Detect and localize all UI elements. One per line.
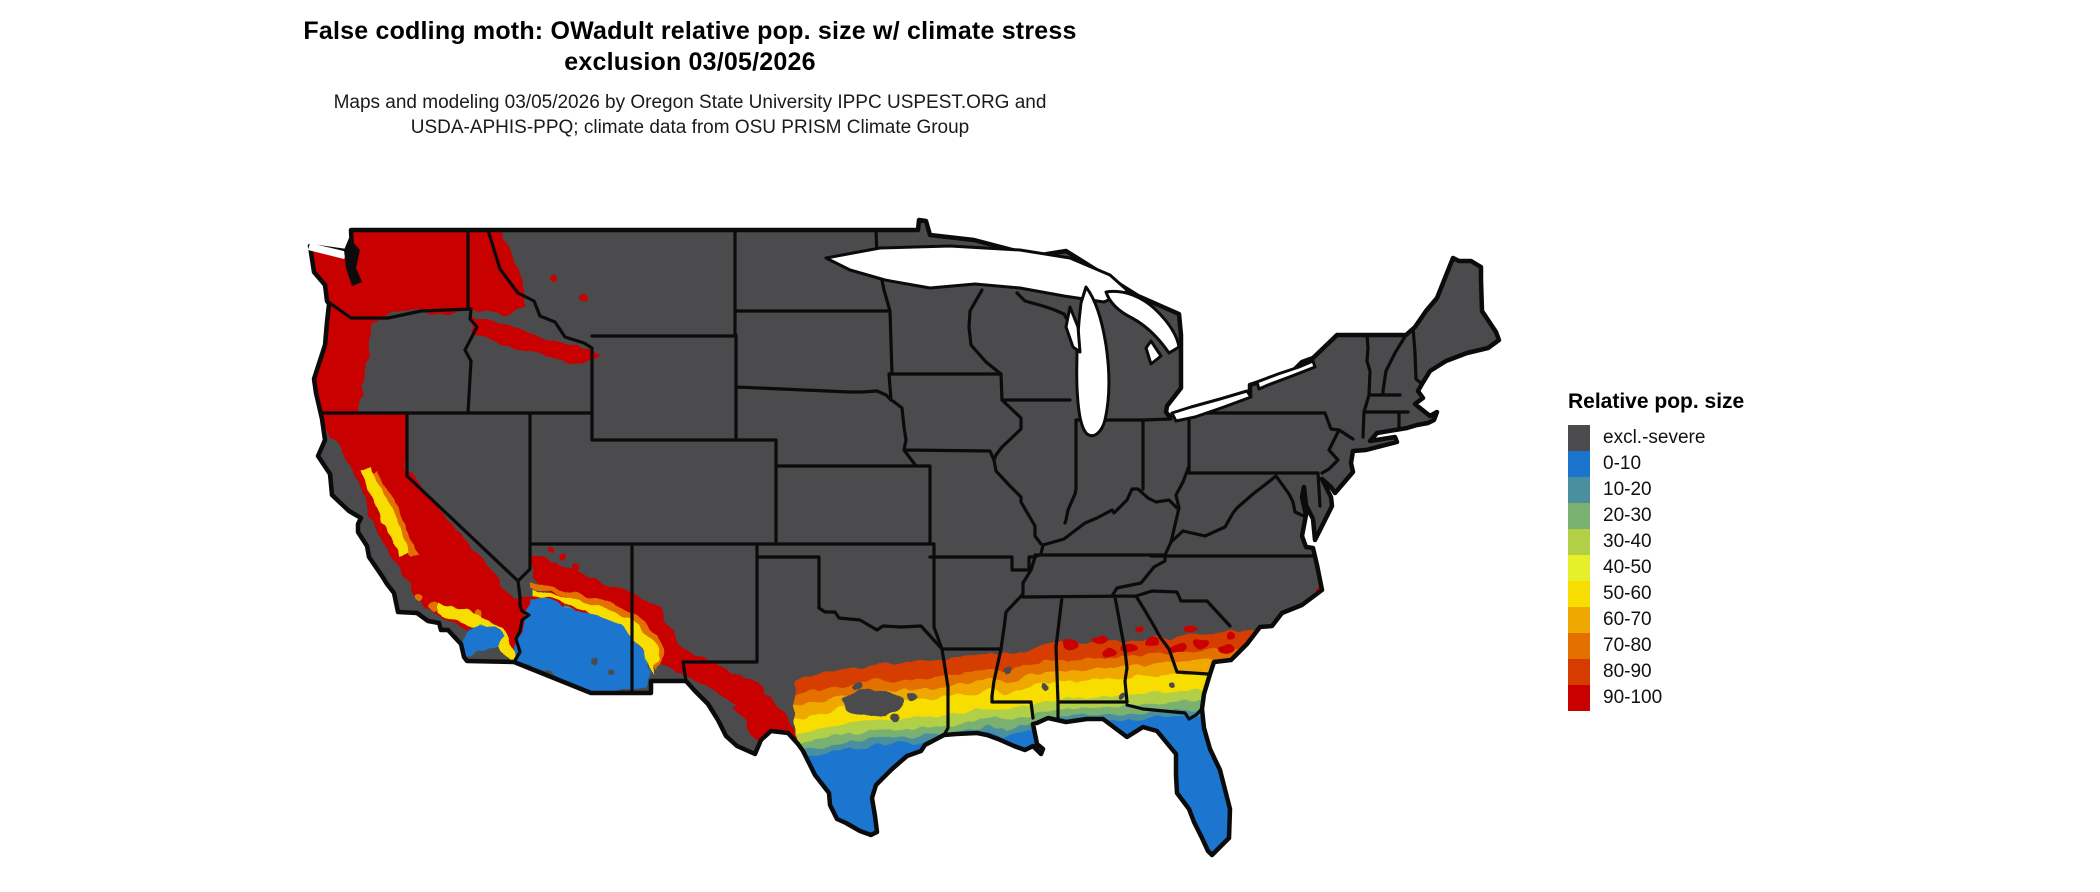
legend-item: 70-80 bbox=[1568, 633, 1898, 659]
map-region-20-30 bbox=[795, 693, 1288, 756]
legend-item: 50-60 bbox=[1568, 581, 1898, 607]
legend-swatch-80-90 bbox=[1568, 659, 1590, 685]
legend-label: 80-90 bbox=[1603, 661, 1652, 682]
title-block: False codling moth: OWadult relative pop… bbox=[0, 16, 1380, 78]
map-title-line1: False codling moth: OWadult relative pop… bbox=[303, 17, 1077, 45]
map-subtitle-line2: USDA-APHIS-PPQ; climate data from OSU PR… bbox=[410, 117, 970, 138]
legend-label: 90-100 bbox=[1603, 687, 1663, 708]
legend-label: 40-50 bbox=[1603, 557, 1652, 578]
map-region-50-60 bbox=[795, 665, 1288, 736]
legend-label: 10-20 bbox=[1603, 479, 1652, 500]
map-subtitle-line1: Maps and modeling 03/05/2026 by Oregon S… bbox=[333, 92, 1047, 113]
lake-huron bbox=[1104, 289, 1181, 355]
legend-item: 20-30 bbox=[1568, 503, 1898, 529]
legend-swatch-10-20 bbox=[1568, 477, 1590, 503]
legend-swatch-30-40 bbox=[1568, 529, 1590, 555]
legend-label: 20-30 bbox=[1603, 505, 1652, 526]
legend-title: Relative pop. size bbox=[1568, 390, 1745, 413]
legend-item: 60-70 bbox=[1568, 607, 1898, 633]
map-region-0-10-west bbox=[410, 597, 650, 693]
lake-ontario bbox=[1255, 359, 1317, 391]
legend-label: excl.-severe bbox=[1603, 427, 1706, 448]
legend-swatch-70-80 bbox=[1568, 633, 1590, 659]
subtitle-block: Maps and modeling 03/05/2026 by Oregon S… bbox=[0, 90, 1380, 140]
legend-item: 10-20 bbox=[1568, 477, 1898, 503]
map-region-30-40 bbox=[795, 682, 1288, 747]
legend-item: 90-100 bbox=[1568, 685, 1898, 711]
legend-item: 0-10 bbox=[1568, 451, 1898, 477]
legend-item: excl.-severe bbox=[1568, 425, 1898, 451]
us-outline bbox=[307, 217, 1502, 858]
lake-michigan bbox=[1075, 285, 1111, 438]
map-region-60-70 bbox=[795, 654, 1288, 720]
map-land bbox=[310, 220, 1499, 855]
lake-erie bbox=[1170, 389, 1253, 423]
legend-swatch-20-30 bbox=[1568, 503, 1590, 529]
map-title-line2: exclusion 03/05/2026 bbox=[564, 48, 816, 76]
legend-label: 30-40 bbox=[1603, 531, 1652, 552]
legend-label: 60-70 bbox=[1603, 609, 1652, 630]
legend-item: 30-40 bbox=[1568, 529, 1898, 555]
map-region-70-80 bbox=[795, 643, 1288, 709]
puget-sound bbox=[308, 238, 362, 286]
state-borders bbox=[314, 228, 1424, 737]
legend-swatch-50-60 bbox=[1568, 581, 1590, 607]
green-bay bbox=[1064, 305, 1082, 354]
legend: Relative pop. size excl.-severe 0-10 10-… bbox=[1568, 390, 1898, 711]
legend-swatch-90-100 bbox=[1568, 685, 1590, 711]
legend-swatch-0-10 bbox=[1568, 451, 1590, 477]
lake-superior bbox=[824, 244, 1130, 304]
legend-label: 0-10 bbox=[1603, 453, 1642, 474]
legend-label: 50-60 bbox=[1603, 583, 1652, 604]
legend-swatch-excl-severe bbox=[1568, 425, 1590, 451]
saginaw-bay bbox=[1144, 339, 1163, 366]
great-lakes bbox=[824, 244, 1317, 438]
legend-swatch-60-70 bbox=[1568, 607, 1590, 633]
legend-item: 40-50 bbox=[1568, 555, 1898, 581]
legend-label: 70-80 bbox=[1603, 635, 1652, 656]
legend-item: 80-90 bbox=[1568, 659, 1898, 685]
legend-swatch-40-50 bbox=[1568, 555, 1590, 581]
